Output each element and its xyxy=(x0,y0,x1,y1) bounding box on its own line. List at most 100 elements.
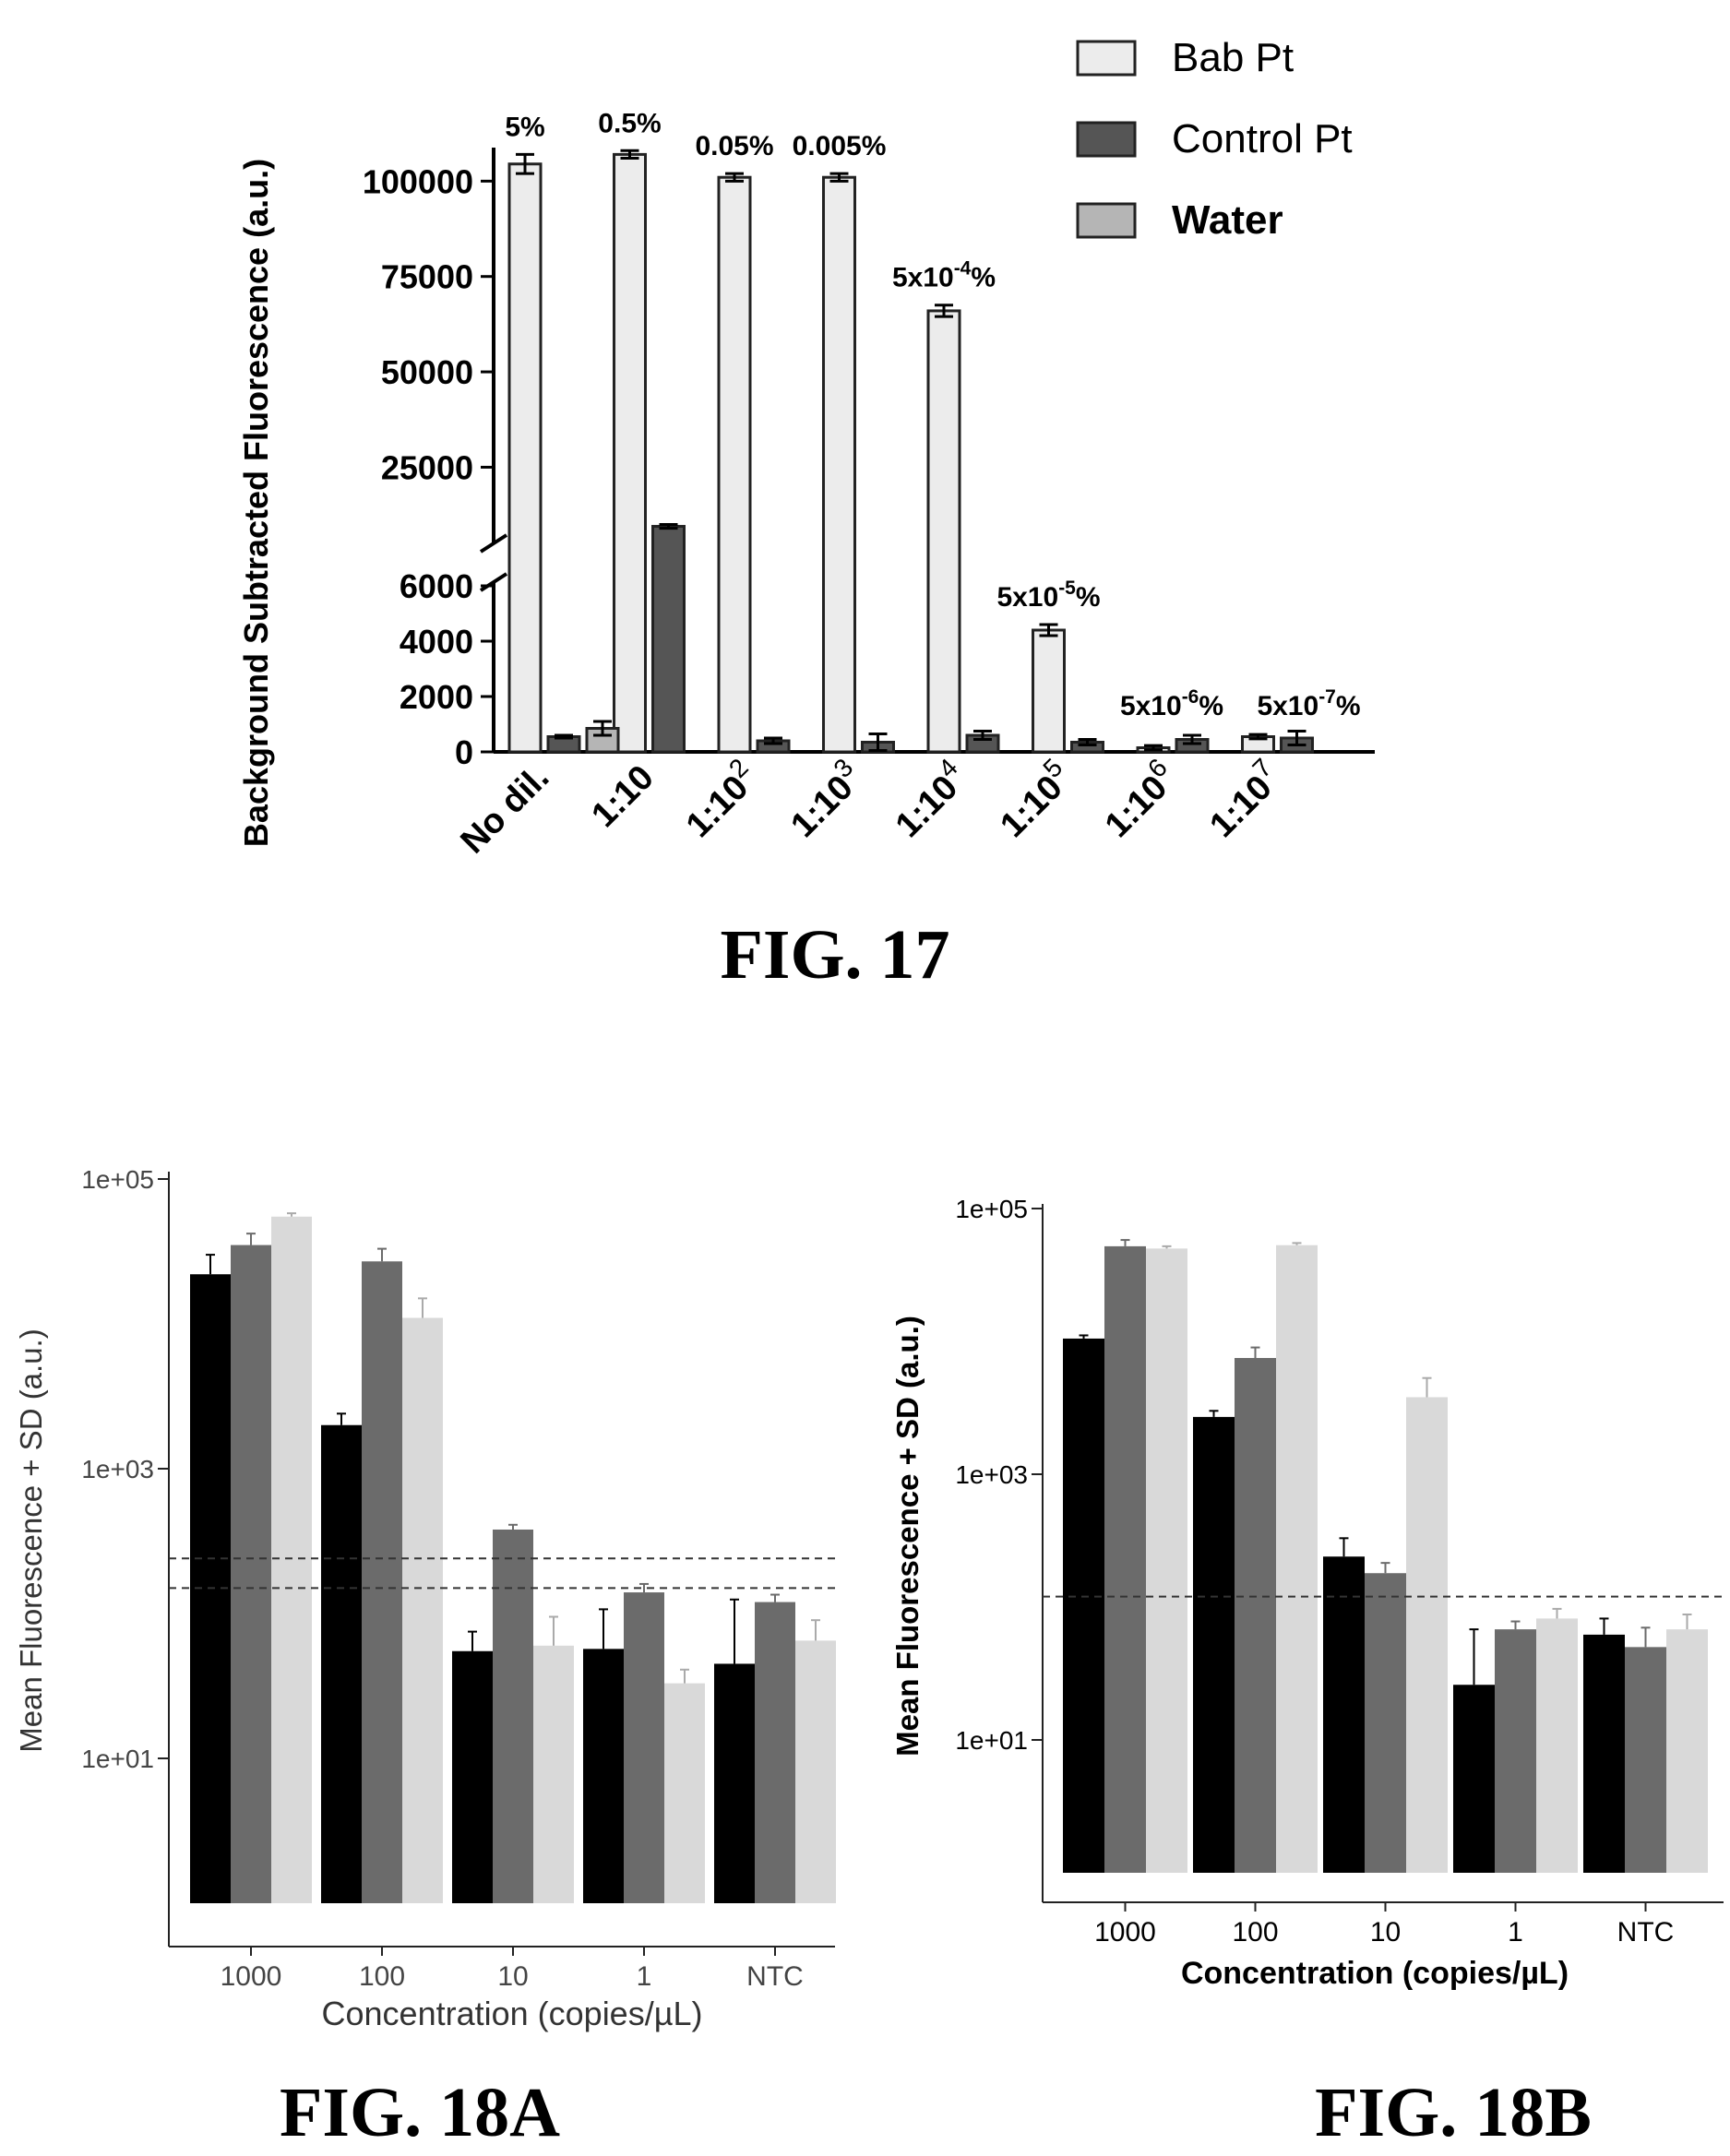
fig17-bar xyxy=(651,525,686,754)
fig17-legend: Bab Pt Control Pt Water xyxy=(1076,35,1353,243)
f18a-plot-x-tick-label: 100 xyxy=(359,1961,405,1992)
f18b-plot-bar xyxy=(1235,1357,1276,1873)
f18a-plot-bar xyxy=(624,1592,664,1903)
f18b-plot-bar xyxy=(1146,1248,1187,1873)
fig17-x-tick-text: 1:106 xyxy=(1092,753,1185,845)
fig17-legend-label: Control Pt xyxy=(1172,116,1353,161)
f18a-plot-bar xyxy=(583,1649,624,1903)
f18a-plot-bar xyxy=(664,1683,705,1903)
f18b-plot-x-tick-label: 1000 xyxy=(1094,1917,1156,1948)
fig17-bar xyxy=(507,162,543,754)
f18a-plot-y-tick-label: 1e+05 xyxy=(81,1165,154,1194)
fig17-legend-swatch xyxy=(1076,202,1137,239)
f18b-plot-bar xyxy=(1583,1634,1625,1873)
fig17-x-tick-label: No dil. xyxy=(454,758,557,862)
fig17-x-tick-text: No dil. xyxy=(454,758,557,862)
f18b-plot-bar xyxy=(1063,1338,1104,1873)
fig17-annotation: 5x10-4% xyxy=(892,258,996,293)
f18b-plot-bar xyxy=(1495,1629,1536,1873)
fig17-x-tick-label: 1:107 xyxy=(1198,753,1290,845)
fig17-y-tick-label: 2000 xyxy=(400,678,473,716)
f18b-plot-x-tick-label: 100 xyxy=(1232,1917,1278,1948)
fig17-y-axis-label: Background Subtracted Fluorescence (a.u.… xyxy=(237,159,275,847)
fig17-x-tick-text: 1:104 xyxy=(883,753,975,845)
fig18b-plot: 1e+05 1e+03 1e+01 1000 100 10 1 NTC xyxy=(955,1195,1724,1948)
fig17-bar xyxy=(822,175,856,754)
fig17-legend-swatch xyxy=(1076,40,1137,77)
f18a-plot-bar xyxy=(493,1529,533,1903)
f18a-plot-bar xyxy=(755,1602,795,1903)
f18b-plot-y-tick-label: 1e+03 xyxy=(955,1460,1028,1489)
fig17-bar xyxy=(1032,628,1066,754)
fig17-x-tick-label: 1:106 xyxy=(1092,753,1185,845)
fig17-axis-break-lower xyxy=(479,572,508,592)
f18a-plot-bar xyxy=(795,1640,836,1903)
f18b-plot-bar xyxy=(1536,1618,1578,1873)
fig18b-chart: Mean Fluorescence + SD (a.u.) Concentrat… xyxy=(890,1195,1724,2151)
fig18a-y-axis-label: Mean Fluorescence + SD (a.u.) xyxy=(14,1328,48,1752)
f18b-plot-bar xyxy=(1276,1245,1318,1873)
fig17-x-tick-text: 1:102 xyxy=(674,753,766,845)
f18a-plot-bar xyxy=(402,1317,443,1903)
fig17-axis-break-upper xyxy=(479,533,508,554)
fig18a-caption: FIG. 18A xyxy=(280,2074,560,2151)
fig17-annotation: 0.005% xyxy=(793,131,887,161)
fig17-x-tick-text: 1:107 xyxy=(1198,753,1290,845)
fig17-ticks: 25000 50000 75000 100000 0 2000 4000 6000 No dil… xyxy=(363,162,1290,862)
f18b-plot-bar xyxy=(1365,1573,1406,1873)
fig17-x-tick-label: 1:105 xyxy=(988,753,1080,845)
fig17-y-tick-label: 50000 xyxy=(381,353,473,391)
fig17-x-tick-label: 1:104 xyxy=(883,753,975,845)
fig17-x-tick-text: 1:10 xyxy=(584,758,661,835)
f18b-plot-x-tick-label: NTC xyxy=(1617,1917,1675,1948)
fig17-x-tick-label: 1:102 xyxy=(674,753,766,845)
fig17-annotation: 5x10-6% xyxy=(1120,686,1223,721)
fig17-x-tick-label: 1:103 xyxy=(779,753,871,845)
f18a-plot-y-tick-label: 1e+03 xyxy=(81,1455,154,1483)
fig17-x-tick-text: 1:103 xyxy=(779,753,871,845)
fig18b-caption: FIG. 18B xyxy=(1315,2074,1592,2151)
f18a-plot-bar xyxy=(271,1216,312,1903)
f18a-plot-x-tick-label: NTC xyxy=(746,1961,804,1992)
fig17-bar xyxy=(717,175,752,754)
fig17-y-tick-label: 25000 xyxy=(381,448,473,486)
f18a-plot-bar xyxy=(714,1663,755,1903)
f18b-plot-y-tick-label: 1e+01 xyxy=(955,1726,1028,1755)
fig17-annotation: 5x10-7% xyxy=(1257,686,1360,721)
fig17-bar xyxy=(613,152,647,754)
fig17-annotation: 0.05% xyxy=(695,131,773,161)
fig18a-chart: Mean Fluorescence + SD (a.u.) Concentrat… xyxy=(14,1165,836,2151)
f18a-plot-x-tick-label: 1000 xyxy=(221,1961,282,1992)
fig17-legend-swatch xyxy=(1076,121,1137,158)
f18b-plot-bar xyxy=(1453,1685,1495,1873)
fig17-x-tick-label: 1:10 xyxy=(584,758,661,835)
f18a-plot-x-tick-label: 1 xyxy=(637,1961,652,1992)
fig17-y-tick-label: 6000 xyxy=(400,567,473,605)
fig17-annotation: 0.5% xyxy=(598,108,661,138)
f18a-plot-bar xyxy=(231,1245,271,1903)
fig17-x-tick-text: 1:105 xyxy=(988,753,1080,845)
fig17-bars xyxy=(507,149,1314,754)
fig18a-plot: 1e+05 1e+03 1e+01 1000 100 10 1 NTC xyxy=(81,1165,836,1992)
fig17-chart: Background Subtracted Fluorescence (a.u.… xyxy=(237,35,1375,994)
fig17-annotations: 5% 0.5% 0.05% 0.005% 5x10-4% 5x10-5% 5x10-6% 5x… xyxy=(505,108,1360,721)
f18b-plot-bar xyxy=(1406,1397,1448,1873)
fig17-annotation: 5% xyxy=(505,112,544,142)
fig17-legend-label: Bab Pt xyxy=(1172,35,1294,80)
fig17-y-tick-label: 75000 xyxy=(381,258,473,296)
f18a-plot-bar xyxy=(321,1424,362,1903)
fig17-y-tick-label: 100000 xyxy=(363,162,473,200)
fig17-bar xyxy=(926,309,961,754)
fig18b-x-axis-label: Concentration (copies/µL) xyxy=(1181,1956,1569,1991)
f18b-plot-x-tick-label: 1 xyxy=(1508,1917,1523,1948)
f18b-plot-bar xyxy=(1323,1556,1365,1873)
f18a-plot-bar xyxy=(452,1650,493,1903)
f18a-plot-bar xyxy=(362,1261,402,1903)
f18b-plot-x-tick-label: 10 xyxy=(1370,1917,1401,1948)
fig17-legend-label: Water xyxy=(1172,197,1283,243)
f18b-plot-bar xyxy=(1193,1416,1235,1873)
f18b-plot-bar xyxy=(1666,1629,1708,1873)
fig17-caption: FIG. 17 xyxy=(720,916,949,994)
f18b-plot-y-tick-label: 1e+05 xyxy=(955,1195,1028,1223)
